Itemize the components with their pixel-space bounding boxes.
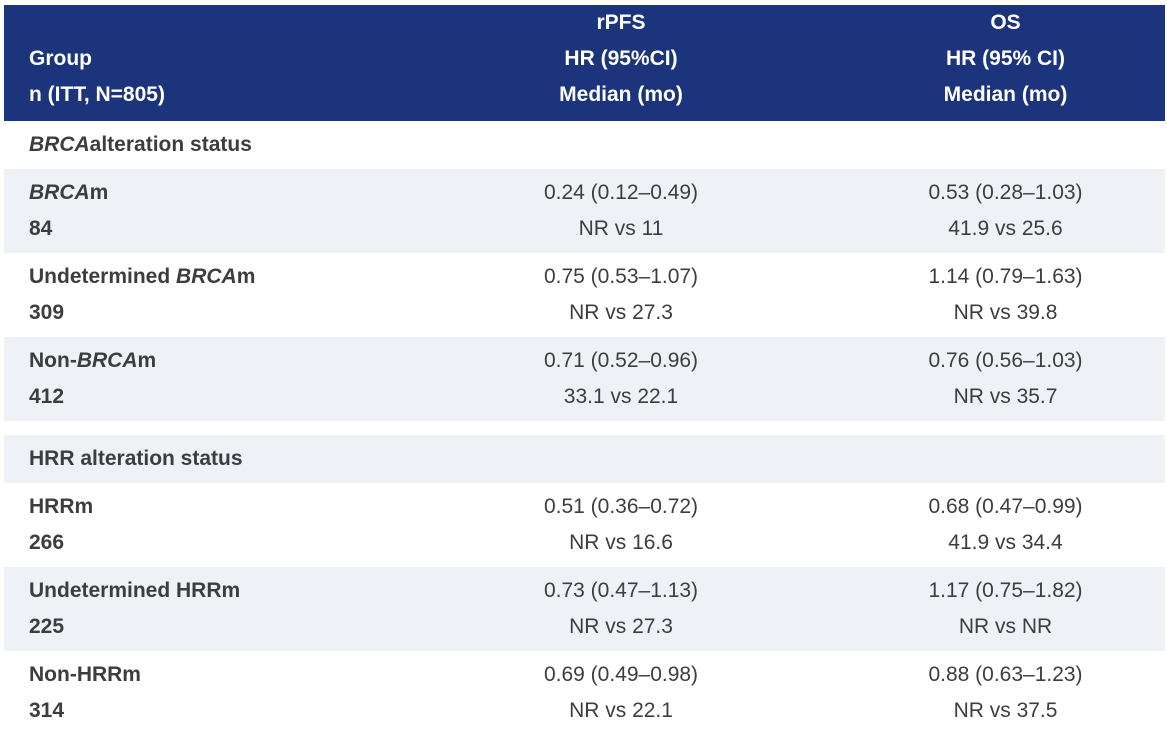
group-n: 225 [29,615,65,638]
rpfs-hr: 0.71 (0.52–0.96) [543,349,699,372]
group-name-suffix: m [137,349,157,372]
rpfs-median: NR vs 11 [578,217,664,240]
rpfs-hr: 0.24 (0.12–0.49) [543,181,699,204]
group-cell: Undetermined HRRm 225 [4,573,396,645]
group-name: Non-HRRm [29,657,396,693]
group-name-prefix: Undetermined HRRm [29,579,241,602]
header-os-median: Median (mo) [943,83,1068,106]
section-title-text: alteration status [89,133,252,156]
group-n: 84 [29,217,53,240]
os-cell: 0.68 (0.47–0.99) 41.9 vs 34.4 [846,489,1165,561]
section-title-text: HRR alteration status [29,447,243,470]
group-name-prefix: Non- [29,349,77,372]
group-name-suffix: m [236,265,256,288]
group-n: 412 [29,385,65,408]
group-n: 266 [29,531,65,554]
os-median: NR vs 39.8 [953,301,1058,324]
table-row: BRCAm 84 0.24 (0.12–0.49) NR vs 11 0.53 … [4,169,1165,253]
os-hr: 1.14 (0.79–1.63) [928,265,1083,288]
rpfs-hr: 0.51 (0.36–0.72) [543,495,699,518]
group-name: HRRm [29,489,396,525]
group-name-italic: BRCA [176,265,237,288]
os-median: NR vs 35.7 [953,385,1058,408]
group-name-suffix: m [89,181,109,204]
rpfs-median: NR vs 22.1 [569,699,673,722]
rpfs-median: 33.1 vs 22.1 [563,385,679,408]
group-name: Undetermined BRCAm [29,259,396,295]
group-cell: Undetermined BRCAm 309 [4,259,396,331]
rpfs-cell: 0.71 (0.52–0.96) 33.1 vs 22.1 [396,343,846,415]
os-hr: 1.17 (0.75–1.82) [928,579,1083,602]
rpfs-cell: 0.24 (0.12–0.49) NR vs 11 [396,175,846,247]
table-row: HRRm 266 0.51 (0.36–0.72) NR vs 16.6 0.6… [4,483,1165,567]
os-cell: 1.14 (0.79–1.63) NR vs 39.8 [846,259,1165,331]
group-name-prefix: Undetermined [29,265,177,288]
rpfs-hr: 0.69 (0.49–0.98) [543,663,699,686]
header-os-title: OS [990,11,1021,34]
os-cell: 1.17 (0.75–1.82) NR vs NR [846,573,1165,645]
header-rpfs-median: Median (mo) [559,83,683,106]
header-rpfs-title: rPFS [596,11,646,34]
rpfs-median: NR vs 16.6 [569,531,673,554]
group-name: BRCAm [29,175,396,211]
header-group-n: n (ITT, N=805) [29,83,165,106]
group-name: Non-BRCAm [29,343,396,379]
group-name-italic: BRCA [76,349,138,372]
os-cell: 0.76 (0.56–1.03) NR vs 35.7 [846,343,1165,415]
os-hr: 0.76 (0.56–1.03) [928,349,1083,372]
rpfs-cell: 0.51 (0.36–0.72) NR vs 16.6 [396,489,846,561]
os-hr: 0.68 (0.47–0.99) [928,495,1083,518]
os-hr: 0.53 (0.28–1.03) [928,181,1083,204]
os-median: NR vs 37.5 [953,699,1058,722]
table-header: Group n (ITT, N=805) rPFS HR (95%CI) Med… [4,5,1165,121]
os-median: NR vs NR [958,615,1053,638]
os-hr: 0.88 (0.63–1.23) [928,663,1083,686]
group-n: 314 [29,699,65,722]
section-title-hrr: HRR alteration status [4,435,1165,483]
results-table: Group n (ITT, N=805) rPFS HR (95%CI) Med… [4,5,1165,735]
group-cell: Non-HRRm 314 [4,657,396,729]
header-rpfs-hr: HR (95%CI) [564,47,678,70]
group-name-prefix: Non-HRRm [29,663,141,686]
os-cell: 0.88 (0.63–1.23) NR vs 37.5 [846,657,1165,729]
group-cell: Non-BRCAm 412 [4,343,396,415]
group-name: Undetermined HRRm [29,573,396,609]
header-os-hr: HR (95% CI) [945,47,1066,70]
group-name-italic: BRCA [29,181,90,204]
table-row: Undetermined BRCAm 309 0.75 (0.53–1.07) … [4,253,1165,337]
rpfs-hr: 0.73 (0.47–1.13) [543,579,699,602]
rpfs-cell: 0.69 (0.49–0.98) NR vs 22.1 [396,657,846,729]
section-title-brca: BRCA alteration status [4,121,1165,169]
group-name-prefix: HRRm [29,495,94,518]
rpfs-hr: 0.75 (0.53–1.07) [543,265,699,288]
group-cell: HRRm 266 [4,489,396,561]
section-title-italic: BRCA [29,133,90,156]
table-row: Non-HRRm 314 0.69 (0.49–0.98) NR vs 22.1… [4,651,1165,735]
os-median: 41.9 vs 25.6 [948,217,1063,240]
group-n: 309 [29,301,65,324]
table-row: Non-BRCAm 412 0.71 (0.52–0.96) 33.1 vs 2… [4,337,1165,421]
section-gap [4,421,1165,435]
os-median: 41.9 vs 34.4 [948,531,1063,554]
header-os-column: OS HR (95% CI) Median (mo) [846,5,1165,121]
group-cell: BRCAm 84 [4,175,396,247]
header-group-title: Group [29,47,92,70]
rpfs-cell: 0.75 (0.53–1.07) NR vs 27.3 [396,259,846,331]
rpfs-median: NR vs 27.3 [569,301,673,324]
header-group-column: Group n (ITT, N=805) [4,5,396,121]
header-rpfs-column: rPFS HR (95%CI) Median (mo) [396,5,846,121]
rpfs-median: NR vs 27.3 [569,615,673,638]
table-row: Undetermined HRRm 225 0.73 (0.47–1.13) N… [4,567,1165,651]
rpfs-cell: 0.73 (0.47–1.13) NR vs 27.3 [396,573,846,645]
os-cell: 0.53 (0.28–1.03) 41.9 vs 25.6 [846,175,1165,247]
